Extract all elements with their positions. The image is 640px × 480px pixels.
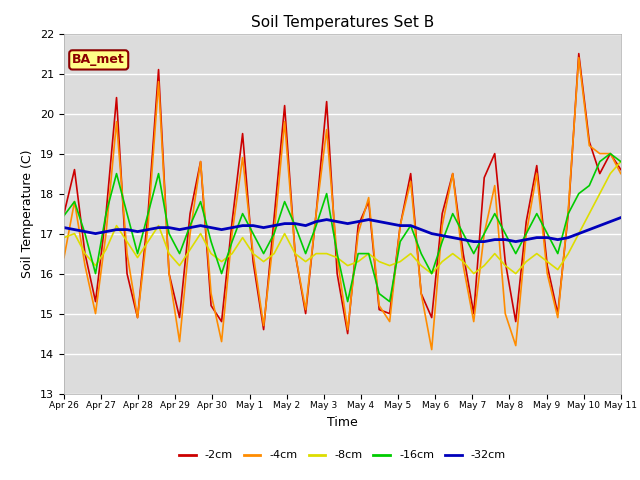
Y-axis label: Soil Temperature (C): Soil Temperature (C) xyxy=(22,149,35,278)
X-axis label: Time: Time xyxy=(327,416,358,429)
Title: Soil Temperatures Set B: Soil Temperatures Set B xyxy=(251,15,434,30)
Legend: -2cm, -4cm, -8cm, -16cm, -32cm: -2cm, -4cm, -8cm, -16cm, -32cm xyxy=(175,446,510,465)
Text: BA_met: BA_met xyxy=(72,53,125,66)
